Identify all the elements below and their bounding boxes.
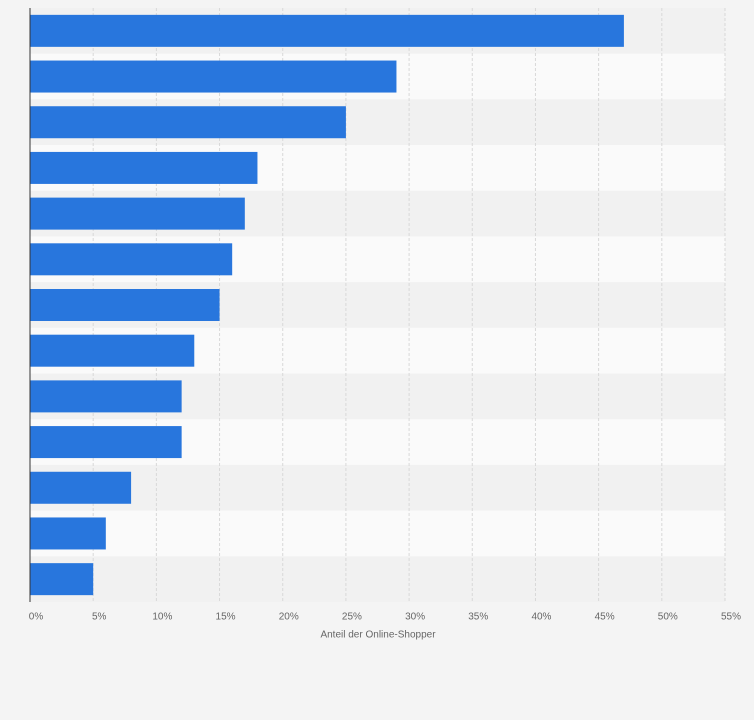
bar [30,471,132,504]
x-tick-label: 10% [152,612,172,623]
bar [30,563,94,596]
bar [30,60,397,93]
x-tick-label: 50% [658,612,678,623]
x-tick-label: 30% [405,612,425,623]
x-tick-label: 5% [92,612,107,623]
row-band [30,464,725,511]
x-tick-label: 0% [29,612,44,623]
bar [30,106,346,139]
x-tick-label: 35% [468,612,488,623]
x-tick-label: 45% [595,612,615,623]
bar [30,197,245,230]
bar [30,426,182,459]
bar [30,151,258,184]
bar [30,289,220,321]
x-axis-label: Anteil der Online-Shopper [320,630,436,641]
x-tick-label: 15% [216,612,236,623]
bar [30,517,106,550]
x-tick-label: 55% [721,612,741,623]
bar [30,334,195,367]
bar [30,243,233,276]
x-tick-label: 25% [342,612,362,623]
bar [30,14,624,47]
x-tick-label: 20% [279,612,299,623]
row-band [30,556,725,602]
x-tick-label: 40% [531,612,551,623]
bar [30,380,182,413]
row-band [30,510,725,557]
